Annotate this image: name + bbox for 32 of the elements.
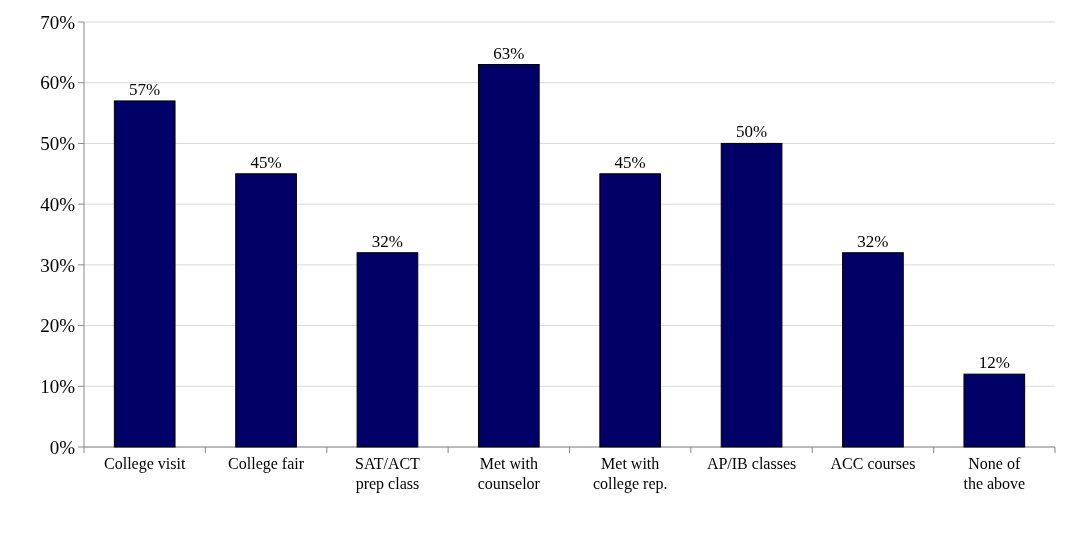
bar	[113, 100, 176, 448]
bar	[599, 173, 662, 448]
bar	[963, 373, 1026, 448]
y-tick-label: 0%	[49, 436, 76, 458]
bar	[356, 252, 419, 448]
bar	[842, 252, 904, 448]
x-tick-label: None of the above	[963, 455, 1026, 492]
y-tick-label: 50%	[40, 133, 76, 155]
y-tick-label: 20%	[40, 315, 76, 337]
x-tick-label: ACC courses	[830, 455, 916, 472]
x-tick-label: College fair	[228, 455, 305, 473]
x-tick-label: AP/IB classes	[706, 455, 797, 472]
x-tick-label: SAT/ACT prep class	[354, 455, 421, 493]
data-label: 32%	[371, 231, 404, 251]
x-tick-label: College visit	[104, 455, 186, 473]
data-label: 50%	[735, 122, 768, 142]
data-label: 57%	[129, 79, 161, 99]
x-tick-label: Met with counselor	[477, 455, 541, 492]
bar	[477, 64, 540, 448]
data-label: 32%	[857, 231, 889, 251]
data-label: 45%	[614, 152, 646, 172]
y-tick-label: 30%	[40, 254, 76, 276]
data-label: 45%	[250, 152, 282, 172]
bar	[720, 142, 783, 448]
data-label: 63%	[493, 43, 525, 63]
y-tick-label: 60%	[40, 72, 76, 94]
y-tick-label: 40%	[40, 193, 76, 215]
bar	[235, 173, 297, 448]
y-tick-label: 10%	[40, 375, 76, 397]
data-label: 12%	[978, 353, 1010, 373]
x-tick-label: Met with college rep.	[592, 455, 668, 493]
y-tick-label: 70%	[40, 11, 76, 33]
